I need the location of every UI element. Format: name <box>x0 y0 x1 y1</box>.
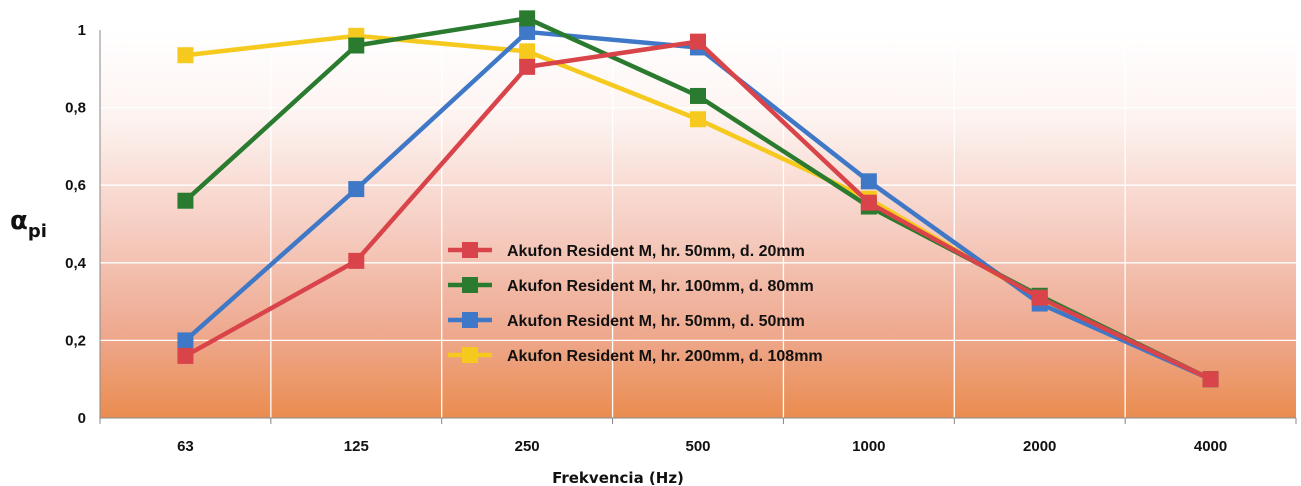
y-tick-label: 0,4 <box>65 255 87 272</box>
legend-label: Akufon Resident M, hr. 50mm, d. 50mm <box>507 313 805 330</box>
legend: Akufon Resident M, hr. 50mm, d. 20mm Akuf… <box>448 242 823 365</box>
legend-marker <box>462 242 478 258</box>
data-point <box>348 181 365 198</box>
data-point <box>690 111 706 128</box>
legend-label: Akufon Resident M, hr. 50mm, d. 20mm <box>507 243 805 260</box>
x-tick-label: 125 <box>344 438 369 455</box>
y-tick-label: 0,2 <box>65 332 86 349</box>
x-tick-label: 2000 <box>1023 438 1056 455</box>
data-point <box>177 47 194 64</box>
data-point <box>860 173 877 190</box>
x-axis-title: Frekvencia (Hz) <box>552 469 684 486</box>
y-axis-title-main: α <box>10 206 28 236</box>
legend-marker <box>462 312 478 328</box>
y-tick-label: 1 <box>78 22 86 39</box>
data-point <box>348 252 365 269</box>
data-point <box>860 194 877 211</box>
data-point <box>177 332 194 349</box>
legend-marker <box>462 347 478 363</box>
y-axis-title: αpi <box>10 206 47 242</box>
legend-item: Akufon Resident M, hr. 50mm, d. 50mm <box>448 312 805 330</box>
data-point <box>690 87 706 104</box>
axes <box>99 30 1297 424</box>
data-point <box>1031 289 1048 306</box>
y-axis-title-sub: pi <box>28 221 47 242</box>
series-lines <box>177 10 1219 388</box>
y-tick-label: 0,8 <box>65 100 86 117</box>
data-point <box>690 33 706 50</box>
legend-label: Akufon Resident M, hr. 200mm, d. 108mm <box>507 348 823 365</box>
data-point <box>177 347 194 364</box>
legend-item: Akufon Resident M, hr. 50mm, d. 20mm <box>448 242 805 260</box>
data-point <box>519 23 536 40</box>
y-tick-label: 0,6 <box>65 177 86 194</box>
x-tick-label: 4000 <box>1194 438 1227 455</box>
y-tick-labels: 0 0,2 0,4 0,6 0,8 1 <box>65 22 87 427</box>
series-1 <box>177 33 1219 388</box>
y-tick-label: 0 <box>78 410 86 427</box>
x-tick-label: 500 <box>685 438 710 455</box>
data-point <box>519 43 536 60</box>
data-point <box>519 58 536 75</box>
legend-item: Akufon Resident M, hr. 100mm, d. 80mm <box>448 277 814 295</box>
gridlines <box>100 29 1296 418</box>
data-point <box>1202 371 1219 388</box>
legend-label: Akufon Resident M, hr. 100mm, d. 80mm <box>507 278 814 295</box>
data-point <box>177 192 194 209</box>
legend-item: Akufon Resident M, hr. 200mm, d. 108mm <box>448 347 823 365</box>
x-tick-labels: 63 125 250 500 1000 2000 4000 <box>177 438 1227 455</box>
x-tick-label: 250 <box>515 438 540 455</box>
legend-marker <box>462 277 478 293</box>
data-point <box>348 37 365 54</box>
data-point <box>519 10 536 27</box>
x-tick-label: 63 <box>177 438 194 455</box>
x-tick-label: 1000 <box>852 438 885 455</box>
